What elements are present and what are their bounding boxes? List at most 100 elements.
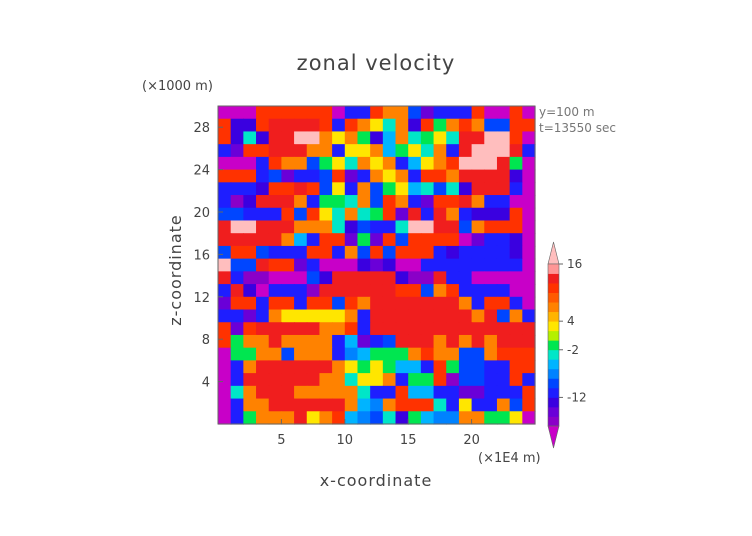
heatmap-cell [319, 207, 333, 222]
heatmap-cell [319, 156, 333, 171]
heatmap-cell [496, 144, 511, 158]
heatmap-cell [484, 284, 498, 298]
heatmap-cell [408, 334, 422, 349]
heatmap-cell [395, 373, 409, 387]
heatmap-cell [395, 271, 409, 285]
heatmap-cell [294, 220, 308, 234]
heatmap-cell [496, 233, 511, 247]
heatmap-cell [382, 398, 397, 412]
heatmap-cell [408, 182, 422, 196]
heatmap-cell [496, 258, 511, 272]
heatmap-cell [306, 245, 321, 260]
heatmap-cell [509, 245, 523, 260]
heatmap-cell [496, 334, 511, 349]
heatmap-cell [243, 411, 257, 425]
heatmap-cell [458, 233, 473, 247]
heatmap-cell [344, 360, 359, 374]
heatmap-cell [294, 271, 308, 285]
heatmap-cell [357, 385, 371, 400]
heatmap-cell [370, 220, 384, 234]
heatmap-cell [256, 258, 270, 272]
heatmap-cell [471, 220, 485, 234]
heatmap-cell [509, 182, 523, 196]
heatmap-cell [458, 373, 473, 387]
heatmap-cell [370, 334, 384, 349]
y-unit-label: (×1000 m) [142, 79, 213, 94]
heatmap-cell [230, 245, 244, 260]
heatmap-cell [306, 373, 321, 387]
heatmap-cell [509, 385, 523, 400]
heatmap-cell [243, 334, 257, 349]
heatmap-cell [446, 385, 460, 400]
y-tick-label: 28 [193, 121, 210, 136]
heatmap-cell [408, 284, 422, 298]
colorbar-tick-label: 16 [567, 257, 582, 271]
heatmap-cell [332, 144, 346, 158]
y-axis-title: z-coordinate [166, 214, 185, 326]
heatmap-cell [230, 144, 244, 158]
x-tick-label: 20 [463, 433, 480, 448]
heatmap-cell [256, 322, 270, 336]
heatmap-cell [471, 373, 485, 387]
heatmap-cell [509, 156, 523, 171]
heatmap-cell [382, 385, 397, 400]
heatmap-cell [218, 347, 232, 361]
heatmap-cell [382, 156, 397, 171]
heatmap-cell [281, 169, 295, 183]
heatmap-cell [370, 360, 384, 374]
heatmap-cell [522, 131, 536, 145]
heatmap-cell [243, 233, 257, 247]
heatmap-cell [357, 169, 371, 183]
heatmap-cell [218, 182, 232, 196]
heatmap-cell [446, 245, 460, 260]
heatmap-cell [230, 156, 244, 171]
heatmap-cell [382, 182, 397, 196]
heatmap-cell [446, 144, 460, 158]
heatmap-cell [458, 258, 473, 272]
heatmap-cell [332, 233, 346, 247]
colorbar-frame [547, 263, 560, 427]
heatmap-cell [458, 411, 473, 425]
heatmap-cell [382, 144, 397, 158]
heatmap-cell [243, 131, 257, 145]
heatmap-cell [370, 373, 384, 387]
heatmap-cell [230, 309, 244, 323]
heatmap-cell [382, 131, 397, 145]
heatmap-cell [522, 156, 536, 171]
y-tick-label: 8 [202, 333, 210, 348]
heatmap-cell [370, 182, 384, 196]
heatmap-cell [408, 309, 422, 323]
heatmap-cell [509, 398, 523, 412]
heatmap-cell [446, 182, 460, 196]
heatmap-cell [382, 207, 397, 222]
heatmap-cell [446, 207, 460, 222]
heatmap-cell [243, 220, 257, 234]
heatmap-cell [382, 118, 397, 133]
heatmap-cell [420, 156, 435, 171]
heatmap-cell [256, 106, 270, 120]
colorbar-band [548, 349, 559, 360]
heatmap-cell [446, 284, 460, 298]
heatmap-cell [218, 322, 232, 336]
heatmap-cell [294, 322, 308, 336]
heatmap-cell [243, 144, 257, 158]
heatmap-cell [281, 284, 295, 298]
heatmap-cell [319, 360, 333, 374]
heatmap-cell [446, 271, 460, 285]
heatmap-cell [522, 309, 536, 323]
heatmap-cell [319, 258, 333, 272]
heatmap-cell [433, 347, 447, 361]
heatmap-cell [344, 271, 359, 285]
heatmap-cell [420, 398, 435, 412]
heatmap-cell [357, 284, 371, 298]
heatmap-cell [218, 144, 232, 158]
chart-title: zonal velocity [297, 51, 456, 75]
heatmap-cell [484, 169, 498, 183]
heatmap-cell [256, 360, 270, 374]
heatmap-cell [522, 233, 536, 247]
heatmap-cell [230, 195, 244, 209]
heatmap-cell [319, 271, 333, 285]
heatmap-cell [458, 118, 473, 133]
heatmap-cell [408, 118, 422, 133]
heatmap-cell [458, 106, 473, 120]
